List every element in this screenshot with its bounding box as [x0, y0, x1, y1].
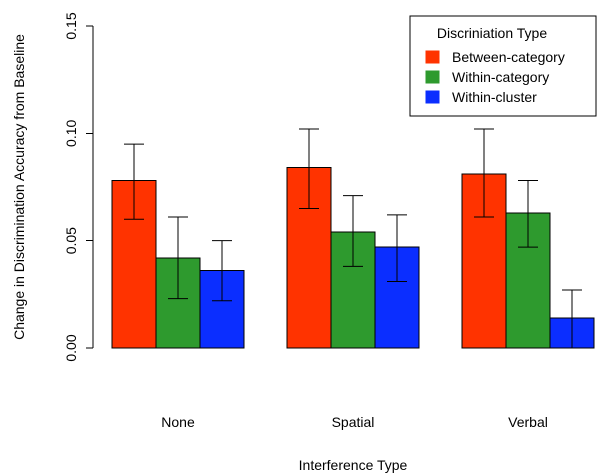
category-labels: None Spatial Verbal	[161, 414, 548, 430]
legend-label: Within-cluster	[452, 89, 537, 105]
x-axis-title: Interference Type	[299, 457, 408, 473]
legend-box	[409, 15, 597, 117]
legend-swatch	[425, 70, 440, 84]
y-tick-label: 0.05	[63, 227, 79, 254]
y-tick-label: 0.00	[63, 334, 79, 361]
error-bar	[343, 195, 363, 267]
y-axis: 0.00 0.05 0.10 0.15	[63, 12, 94, 362]
legend-title: Discriniation Type	[437, 25, 547, 41]
y-axis-title: Change in Discrimination Accuracy from B…	[11, 34, 27, 340]
x-category-label: None	[161, 414, 195, 430]
error-bar	[212, 240, 232, 302]
legend-items: Between-category Within-category Within-cl…	[425, 49, 565, 105]
bar-none-within-category	[155, 257, 201, 349]
legend-swatch	[425, 50, 440, 64]
error-bars	[124, 128, 582, 349]
error-bar	[124, 143, 144, 220]
error-bar	[562, 289, 582, 349]
error-bar	[387, 214, 407, 282]
bars	[111, 167, 595, 349]
y-ticks: 0.00 0.05 0.10 0.15	[63, 12, 93, 362]
legend-label: Within-category	[452, 69, 549, 85]
error-bar	[168, 216, 188, 300]
error-bar	[474, 128, 494, 218]
y-tick-label: 0.15	[63, 12, 79, 39]
y-tick-label: 0.10	[63, 119, 79, 146]
x-category-label: Spatial	[332, 414, 375, 430]
legend-swatch	[425, 90, 440, 104]
legend-label: Between-category	[452, 49, 565, 65]
legend: Discriniation Type Between-category Withi…	[409, 15, 597, 117]
error-bar	[518, 180, 538, 248]
x-category-label: Verbal	[508, 414, 548, 430]
error-bar	[299, 128, 319, 209]
